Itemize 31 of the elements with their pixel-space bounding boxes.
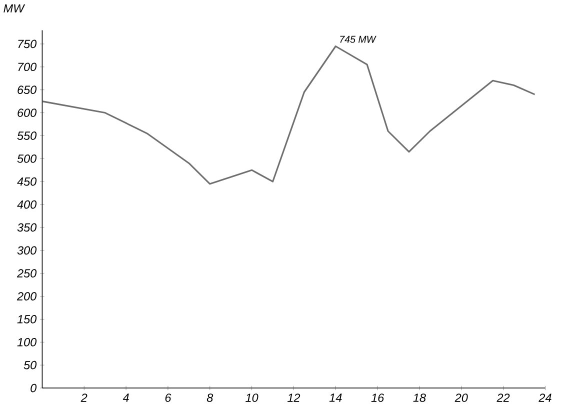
x-tick-label: 14 [329, 394, 342, 402]
x-tick-label: 24 [538, 394, 552, 402]
y-tick-label: 200 [16, 292, 37, 300]
y-tick-label: 350 [17, 223, 37, 232]
y-tick-label: 400 [17, 200, 37, 209]
x-tick-label: 20 [454, 394, 468, 402]
y-tick-label: 750 [18, 40, 37, 48]
x-tick-label: 4 [122, 394, 129, 402]
x-tick-label: 8 [206, 394, 214, 402]
x-tick-label: 12 [287, 394, 300, 402]
x-tick-label: 10 [246, 394, 258, 402]
y-tick-label: 100 [17, 338, 37, 346]
line-series [42, 45, 536, 185]
y-tick-label: 300 [17, 246, 37, 255]
x-tick-label: 18 [413, 394, 426, 402]
x-tick-label: 2 [80, 394, 88, 402]
x-tick-label: 6 [165, 394, 172, 402]
y-tick-label: 600 [18, 108, 37, 117]
y-tick-label: 250 [16, 269, 37, 278]
y-tick-label: 650 [18, 86, 37, 94]
y-tick-label: 50 [24, 360, 37, 370]
y-axis-title: MW [4, 4, 26, 12]
y-tick-label: 150 [17, 314, 37, 324]
annotation: 745 MW [340, 36, 376, 43]
x-tick-label: 22 [496, 394, 510, 402]
y-tick-label: 550 [17, 131, 37, 140]
x-tick-label: 16 [371, 394, 384, 402]
y-tick-label: 700 [18, 62, 37, 71]
y-tick-label: 500 [17, 154, 37, 163]
y-tick-label: 0 [30, 384, 37, 392]
y-tick-label: 450 [17, 177, 37, 186]
